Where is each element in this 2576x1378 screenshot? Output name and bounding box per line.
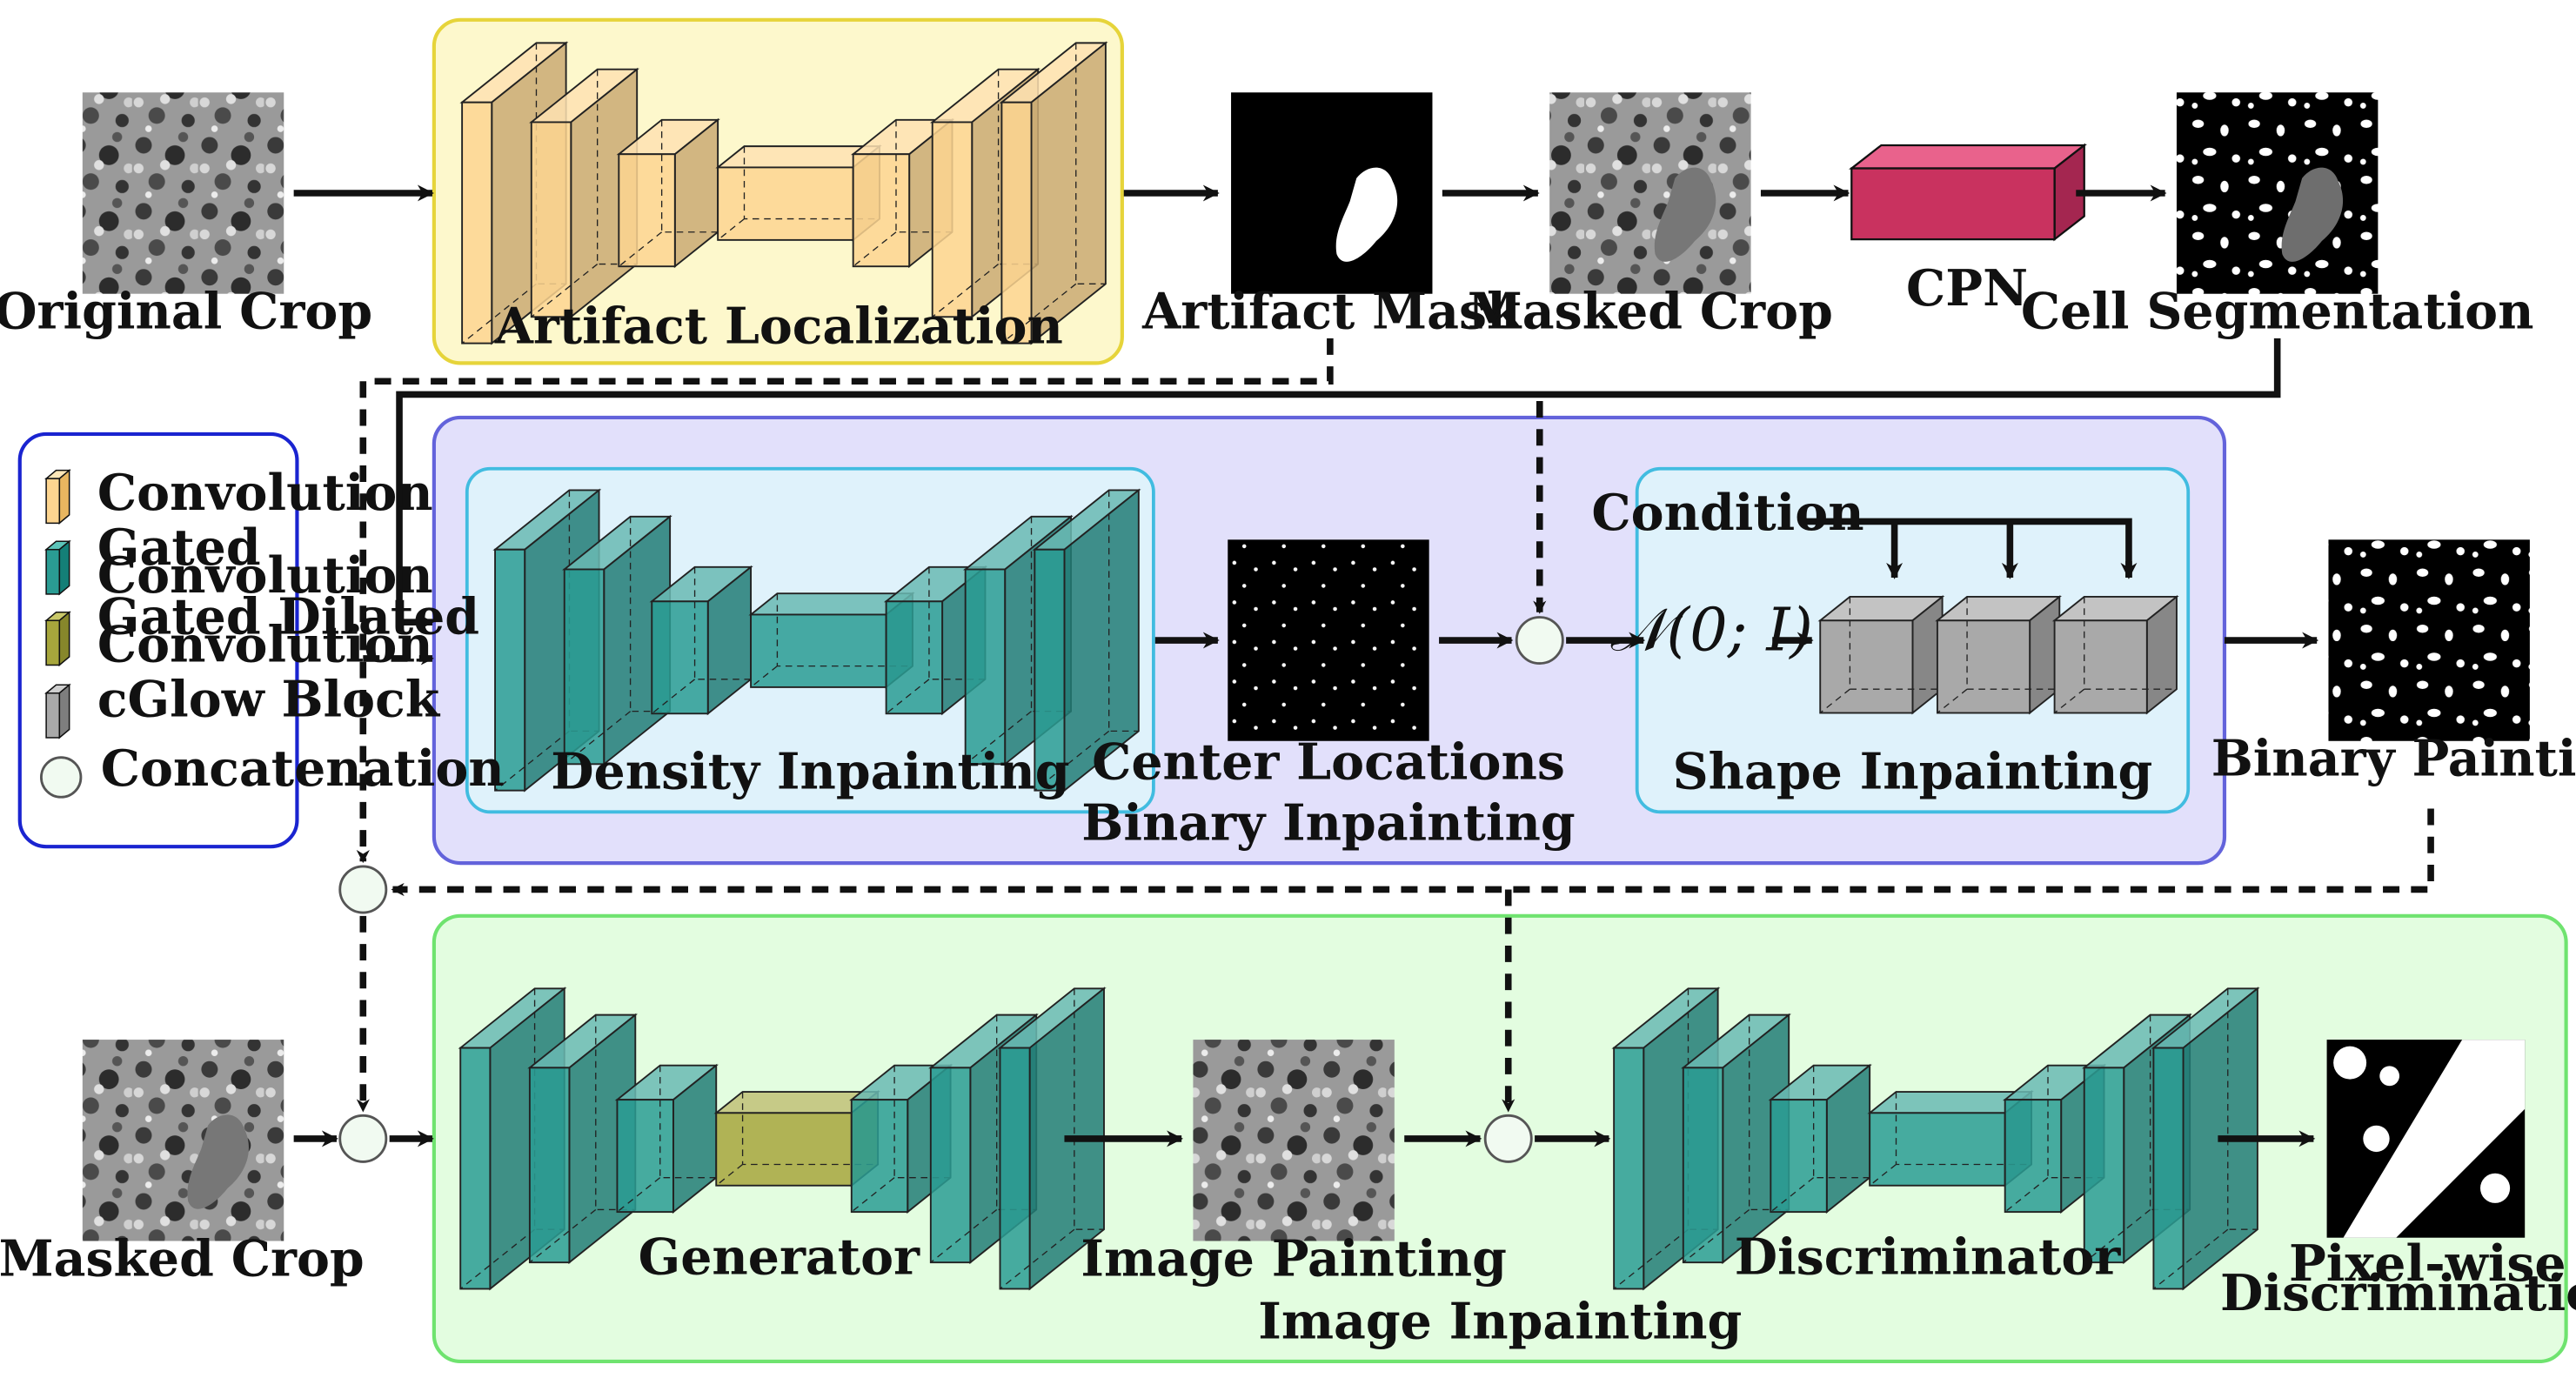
generator-layer-4 — [713, 1090, 880, 1187]
legend-box — [17, 431, 299, 849]
center-locations-image — [1228, 539, 1429, 741]
image-painting-image — [1193, 1040, 1395, 1241]
artifact-mask-image — [1231, 92, 1433, 294]
binary-painting-label: Binary Painting — [2211, 731, 2576, 788]
condition-label: Condition — [1591, 485, 1863, 542]
legend-swatch-convolution — [44, 469, 71, 525]
masked-crop-bottom-label: Masked Crop — [0, 1230, 365, 1288]
original-crop-image — [82, 92, 284, 294]
binary-painting-image — [2328, 539, 2530, 741]
legend-swatch-concatenation — [39, 756, 83, 799]
binary-inpainting-title: Binary Inpainting — [1081, 795, 1575, 853]
legend-concatenation: Concatenation — [101, 740, 505, 798]
pixel-wise-label-line1: Pixel-wise — [2289, 1235, 2566, 1293]
legend-swatch-cglow — [44, 683, 71, 739]
pixel-wise-discrimination-image — [2326, 1040, 2526, 1238]
masked-crop-top-image — [1549, 92, 1751, 294]
masked-crop-bottom-image — [82, 1040, 284, 1241]
center-locations-label: Center Locations — [1092, 733, 1565, 791]
artifact-localization-title: Artifact Localization — [494, 298, 1063, 356]
legend-gated-line2: Convolution — [97, 547, 433, 605]
cell-segmentation-label: Cell Segmentation — [2021, 284, 2534, 341]
concat-node-bottom-left — [338, 1114, 388, 1163]
legend-dilated-line1: Gated Dilated — [97, 588, 479, 646]
density-inpainting-layer-7 — [1032, 488, 1141, 793]
legend-dilated-line2: Convolution — [97, 617, 433, 674]
density-inpainting-title: Density Inpainting — [551, 744, 1069, 801]
cglow-block-3 — [2051, 594, 2179, 715]
generator-layer-3 — [614, 1063, 719, 1214]
cpn-label: CPN — [1906, 260, 2028, 318]
legend: Convolution Gated Convolution Gated Dila… — [39, 465, 505, 799]
dashed-edges — [356, 338, 2434, 1113]
artifact-localization-layer-3 — [616, 117, 720, 269]
image-inpainting-title: Image Inpainting — [1258, 1293, 1742, 1350]
artifact-mask-label: Artifact Mask — [1141, 284, 1522, 341]
legend-swatch-dilated — [44, 611, 71, 667]
cell-segmentation-image — [2176, 92, 2379, 294]
generator-layer-2 — [527, 1013, 638, 1265]
legend-gated-line1: Gated — [97, 519, 261, 577]
cglow-block-2 — [1935, 594, 2062, 715]
density-inpainting-layer-4 — [748, 592, 915, 689]
artifact-localization-layer-7 — [999, 41, 1108, 345]
density-inpainting-layer-3 — [649, 565, 753, 716]
legend-convolution: Convolution — [97, 465, 433, 522]
discriminator-title: Discriminator — [1735, 1228, 2121, 1286]
cglow-block-1 — [1817, 594, 1945, 715]
legend-swatch-gated — [44, 539, 71, 596]
cpn-block — [1848, 143, 2088, 242]
generator-title: Generator — [639, 1228, 920, 1286]
concat-node-bottom-mid — [1483, 1114, 1533, 1163]
shape-inpainting-title: Shape Inpainting — [1673, 744, 2153, 801]
original-crop-label: Original Crop — [0, 284, 372, 341]
masked-crop-top-label: Masked Crop — [1468, 284, 1833, 341]
solid-edges — [293, 184, 2319, 1147]
concat-node-binary — [1515, 616, 1564, 666]
image-painting-label: Image Painting — [1081, 1230, 1507, 1288]
discriminator-layer-3 — [1768, 1063, 1872, 1214]
pixel-wise-label-line2: Discrimination — [2220, 1265, 2576, 1322]
legend-cglow: cGlow Block — [97, 671, 441, 728]
concat-node-left — [338, 865, 388, 914]
normal-distribution-label: 𝒩(0; I) — [1609, 596, 1813, 665]
